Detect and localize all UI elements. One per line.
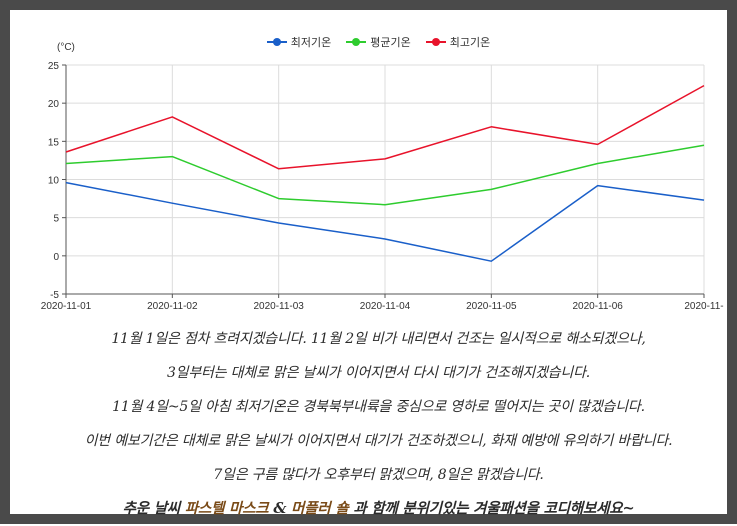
- temperature-chart: (°C) 최저기온 평균기온 최고기온 -5 0 5 10 15 20 25 2020-11-…: [20, 20, 737, 316]
- y-tick-label: 20: [48, 99, 60, 110]
- chart-plot: -5 0 5 10 15 20 25 2020-11-01 2020-11-02 2020-11-…: [41, 61, 724, 312]
- series-line-1: [65, 144, 705, 206]
- y-tick-label: -5: [50, 290, 59, 301]
- promo-amp: &: [268, 500, 292, 517]
- note-line-3: 11월 4일~5일 아침 최저기온은 경북북부내륙을 중심으로 영하로 떨어지는…: [112, 399, 645, 415]
- x-tick-label: 2020-11-06: [572, 301, 623, 312]
- legend-swatch-avg: [346, 37, 367, 47]
- legend-item-avg[interactable]: 평균기온: [346, 34, 411, 50]
- forecast-notes: 11월 1일은 점차 흐려지겠습니다. 11월 2일 비가 내리면서 건조는 일…: [20, 322, 737, 526]
- y-tick-label: 10: [48, 176, 60, 187]
- x-tick-label: 2020-11-02: [147, 301, 198, 312]
- y-unit-label: (°C): [57, 42, 75, 53]
- series-line-2: [65, 84, 705, 170]
- legend-label-max: 최고기온: [449, 37, 491, 49]
- x-tick-label: 2020-11-03: [253, 301, 304, 312]
- note-line-2: 3일부터는 대체로 맑은 날씨가 이어지면서 다시 대기가 건조해지겠습니다.: [166, 365, 591, 381]
- x-tick-label: 2020-11-: [684, 301, 723, 312]
- note-line-1: 11월 1일은 점차 흐려지겠습니다. 11월 2일 비가 내리면서 건조는 일…: [111, 331, 646, 347]
- note-line-4: 이번 예보기간은 대체로 맑은 날씨가 이어지면서 대기가 건조하겠으니, 화재…: [84, 433, 673, 449]
- legend-item-min[interactable]: 최저기온: [266, 34, 332, 50]
- series-line-0: [65, 181, 705, 262]
- legend-label-avg: 평균기온: [370, 37, 411, 49]
- legend-swatch-max: [425, 37, 446, 47]
- y-tick-label: 5: [53, 214, 59, 225]
- promo-item-mask: 파스텔 마스크: [184, 500, 269, 517]
- promo-line: 추운 날씨 파스텔 마스크 & 머플러 숄 과 함께 분위기있는 겨울패션을 코…: [20, 492, 737, 526]
- promo-item-muffler: 머플러 숄: [291, 500, 349, 517]
- legend-item-max[interactable]: 최고기온: [425, 34, 491, 50]
- y-tick-label: 0: [53, 252, 59, 263]
- promo-prefix: 추운 날씨: [122, 500, 185, 517]
- note-line-5: 7일은 구름 많다가 오후부터 맑겠으며, 8일은 맑겠습니다.: [213, 467, 544, 483]
- chart-legend: 최저기온 평균기온 최고기온: [20, 34, 737, 50]
- y-tick-label: 15: [48, 137, 60, 148]
- legend-swatch-min: [266, 37, 287, 47]
- x-tick-label: 2020-11-01: [41, 301, 92, 312]
- x-tick-label: 2020-11-04: [360, 301, 411, 312]
- y-tick-label: 25: [48, 61, 60, 72]
- x-tick-label: 2020-11-05: [466, 301, 517, 312]
- legend-label-min: 최저기온: [290, 37, 332, 49]
- promo-suffix: 과 함께 분위기있는 겨울패션을 코디해보세요~: [348, 500, 635, 517]
